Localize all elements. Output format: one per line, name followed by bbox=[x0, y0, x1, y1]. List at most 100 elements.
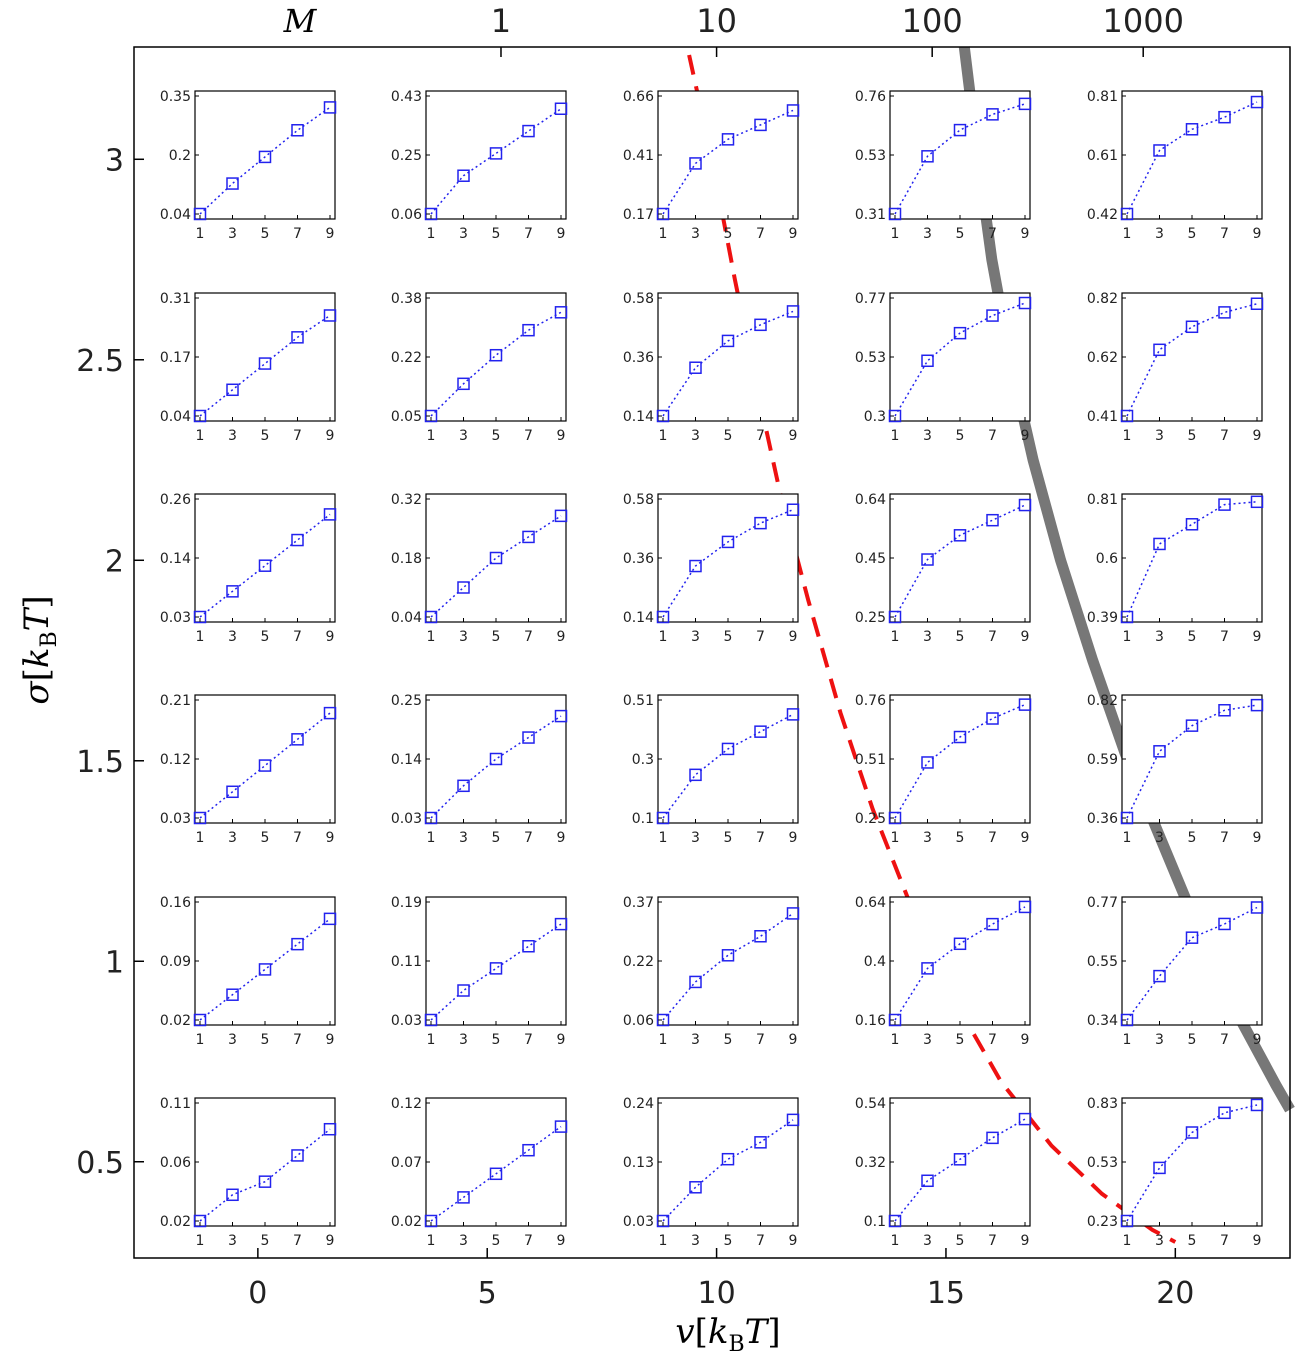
inset-x-tick-label: 5 bbox=[261, 1233, 270, 1249]
inset-y-tick-label: 0.83 bbox=[1087, 1096, 1118, 1112]
inset-y-tick-label: 0.25 bbox=[855, 811, 886, 827]
inset-x-tick-label: 9 bbox=[789, 1032, 798, 1048]
inset-x-tick-label: 9 bbox=[789, 428, 798, 444]
inset-frame bbox=[1122, 695, 1262, 823]
inset-y-tick-label: 0.16 bbox=[855, 1013, 886, 1029]
inset-y-tick-label: 0.41 bbox=[1087, 409, 1118, 425]
inset-x-tick-label: 5 bbox=[956, 830, 965, 846]
inset-frame bbox=[426, 695, 566, 823]
inset-x-tick-label: 3 bbox=[923, 629, 932, 645]
inset-y-tick-label: 0.03 bbox=[623, 1214, 654, 1230]
inset-x-tick-label: 9 bbox=[1021, 830, 1030, 846]
y-tick-label: 1.5 bbox=[76, 745, 124, 780]
inset-x-tick-label: 9 bbox=[789, 830, 798, 846]
inset-x-tick-label: 7 bbox=[1220, 830, 1229, 846]
inset-x-tick-label: 7 bbox=[1220, 1032, 1229, 1048]
inset-y-tick-label: 0.76 bbox=[855, 89, 886, 105]
inset-x-tick-label: 1 bbox=[196, 226, 205, 242]
inset-x-tick-label: 7 bbox=[756, 1233, 765, 1249]
inset-x-tick-label: 5 bbox=[724, 428, 733, 444]
inset-frame bbox=[658, 1098, 798, 1226]
inset-y-tick-label: 0.03 bbox=[160, 610, 191, 626]
inset-x-tick-label: 9 bbox=[789, 629, 798, 645]
inset-frame bbox=[195, 293, 335, 421]
inset-x-tick-label: 1 bbox=[1123, 1032, 1132, 1048]
inset-frame bbox=[1122, 91, 1262, 219]
inset-x-tick-label: 1 bbox=[659, 226, 668, 242]
inset-x-tick-label: 1 bbox=[196, 1032, 205, 1048]
inset-frame bbox=[195, 1098, 335, 1226]
inset-x-tick-label: 3 bbox=[228, 830, 237, 846]
inset-x-tick-label: 9 bbox=[789, 1233, 798, 1249]
inset-x-tick-label: 3 bbox=[459, 1233, 468, 1249]
inset-x-tick-label: 1 bbox=[891, 1032, 900, 1048]
inset-y-tick-label: 0.3 bbox=[632, 752, 654, 768]
inset-y-tick-label: 0.26 bbox=[160, 492, 191, 508]
inset-x-tick-label: 9 bbox=[1253, 226, 1262, 242]
inset-x-tick-label: 5 bbox=[1188, 1032, 1197, 1048]
inset-x-tick-label: 7 bbox=[756, 830, 765, 846]
inset-y-tick-label: 0.02 bbox=[160, 1214, 191, 1230]
inset-x-tick-label: 1 bbox=[427, 629, 436, 645]
inset-y-tick-label: 0.04 bbox=[391, 610, 422, 626]
inset-x-tick-label: 5 bbox=[492, 629, 501, 645]
inset-frame bbox=[890, 695, 1030, 823]
inset-frame bbox=[658, 494, 798, 622]
inset-x-tick-label: 3 bbox=[228, 226, 237, 242]
inset-x-tick-label: 5 bbox=[492, 1032, 501, 1048]
inset-x-tick-label: 3 bbox=[923, 1032, 932, 1048]
inset-x-tick-label: 5 bbox=[261, 1032, 270, 1048]
inset-x-tick-label: 7 bbox=[524, 830, 533, 846]
inset-frame bbox=[195, 897, 335, 1025]
inset-frame bbox=[890, 91, 1030, 219]
inset-y-tick-label: 0.6 bbox=[1096, 551, 1118, 567]
inset-x-tick-label: 3 bbox=[1155, 1032, 1164, 1048]
inset-frame bbox=[658, 695, 798, 823]
top-tick-label: 1 bbox=[491, 2, 511, 40]
inset-x-tick-label: 5 bbox=[1188, 428, 1197, 444]
inset-x-tick-label: 5 bbox=[1188, 1233, 1197, 1249]
inset-x-tick-label: 7 bbox=[293, 226, 302, 242]
y-axis-label: σ[kBT] bbox=[17, 595, 62, 704]
inset-y-tick-label: 0.61 bbox=[1087, 148, 1118, 164]
inset-x-tick-label: 5 bbox=[956, 226, 965, 242]
inset-y-tick-label: 0.13 bbox=[623, 1155, 654, 1171]
inset-y-tick-label: 0.59 bbox=[1087, 752, 1118, 768]
inset-y-tick-label: 0.18 bbox=[391, 551, 422, 567]
inset-x-tick-label: 1 bbox=[891, 830, 900, 846]
inset-x-tick-label: 7 bbox=[988, 830, 997, 846]
inset-x-tick-label: 3 bbox=[459, 226, 468, 242]
inset-frame bbox=[1122, 897, 1262, 1025]
inset-x-tick-label: 1 bbox=[196, 428, 205, 444]
inset-x-tick-label: 7 bbox=[1220, 1233, 1229, 1249]
inset-x-tick-label: 3 bbox=[691, 830, 700, 846]
inset-y-tick-label: 0.31 bbox=[855, 207, 886, 223]
inset-frame bbox=[426, 293, 566, 421]
inset-x-tick-label: 5 bbox=[261, 629, 270, 645]
inset-frame bbox=[658, 293, 798, 421]
inset-x-tick-label: 7 bbox=[988, 629, 997, 645]
inset-x-tick-label: 7 bbox=[524, 629, 533, 645]
inset-x-tick-label: 9 bbox=[557, 428, 566, 444]
inset-x-tick-label: 9 bbox=[789, 226, 798, 242]
inset-y-tick-label: 0.53 bbox=[855, 148, 886, 164]
inset-x-tick-label: 9 bbox=[1021, 1032, 1030, 1048]
inset-y-tick-label: 0.17 bbox=[160, 350, 191, 366]
inset-y-tick-label: 0.22 bbox=[391, 350, 422, 366]
inset-x-tick-label: 1 bbox=[427, 428, 436, 444]
inset-x-tick-label: 3 bbox=[923, 428, 932, 444]
inset-x-tick-label: 9 bbox=[557, 629, 566, 645]
inset-frame bbox=[658, 91, 798, 219]
inset-x-tick-label: 9 bbox=[1253, 629, 1262, 645]
inset-x-tick-label: 5 bbox=[492, 830, 501, 846]
inset-x-tick-label: 9 bbox=[326, 1233, 335, 1249]
inset-x-tick-label: 5 bbox=[492, 428, 501, 444]
inset-y-tick-label: 0.77 bbox=[855, 291, 886, 307]
inset-y-tick-label: 0.06 bbox=[623, 1013, 654, 1029]
inset-x-tick-label: 1 bbox=[891, 226, 900, 242]
inset-x-tick-label: 1 bbox=[196, 1233, 205, 1249]
inset-x-tick-label: 5 bbox=[1188, 226, 1197, 242]
inset-y-tick-label: 0.81 bbox=[1087, 492, 1118, 508]
inset-y-tick-label: 0.82 bbox=[1087, 693, 1118, 709]
